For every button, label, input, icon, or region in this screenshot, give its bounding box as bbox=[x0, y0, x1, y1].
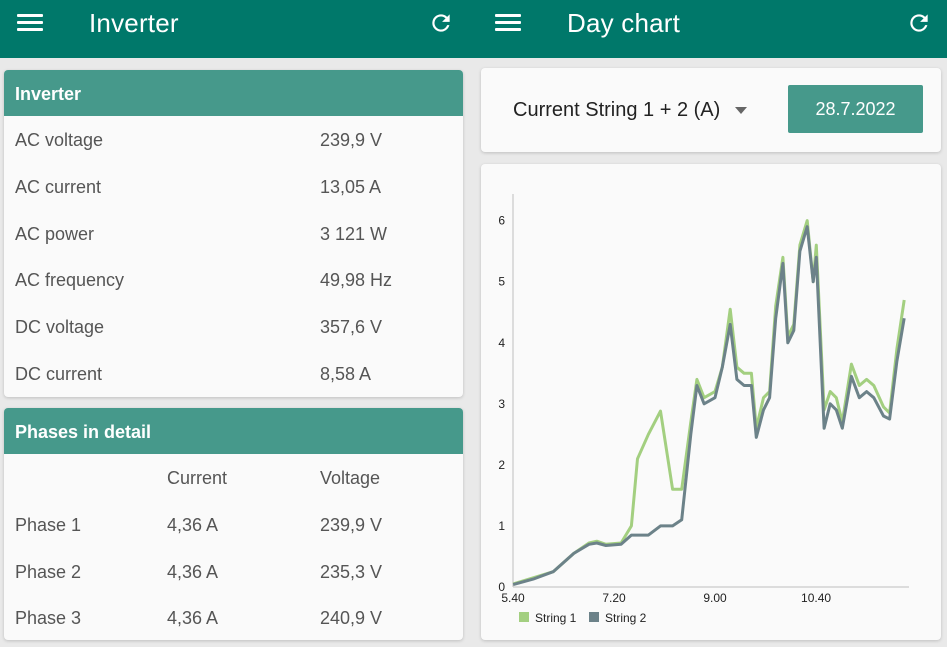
phase-voltage: 240,9 V bbox=[320, 608, 383, 629]
inverter-row: AC frequency 49,98 Hz bbox=[4, 256, 463, 303]
inverter-card: Inverter AC voltage 239,9 V AC current 13,0… bbox=[4, 70, 463, 397]
inverter-row-value: 8,58 A bbox=[320, 363, 372, 384]
inverter-row-label: DC current bbox=[15, 363, 103, 384]
dropdown-arrow-icon[interactable] bbox=[735, 107, 747, 114]
phase-row: Phase 1 4,36 A 239,9 V bbox=[4, 501, 463, 548]
phase-voltage: 235,3 V bbox=[320, 561, 383, 582]
phase-current: 4,36 A bbox=[167, 561, 219, 582]
inverter-row: AC voltage 239,9 V bbox=[4, 116, 463, 163]
app-bar-inverter: Inverter bbox=[0, 0, 471, 58]
phase-row: Phase 2 4,36 A 235,3 V bbox=[4, 548, 463, 595]
x-tick-label: 10.40 bbox=[801, 591, 831, 605]
phase-current: 4,36 A bbox=[167, 514, 219, 535]
inverter-row-value: 49,98 Hz bbox=[320, 270, 393, 291]
phase-voltage: 239,9 V bbox=[320, 514, 383, 535]
phases-card: Phases in detail Current Voltage Phase 1… bbox=[4, 408, 463, 640]
menu-icon[interactable] bbox=[495, 12, 523, 36]
y-tick-label: 2 bbox=[498, 458, 505, 472]
legend-swatch bbox=[519, 612, 529, 622]
y-tick-label: 4 bbox=[498, 336, 505, 350]
day-chart-screen: Day chart Current String 1 + 2 (A) 28.7.… bbox=[471, 0, 947, 647]
page-title: Day chart bbox=[567, 8, 681, 38]
page-title: Inverter bbox=[89, 8, 179, 38]
phase-current: 4,36 A bbox=[167, 608, 219, 629]
phases-column-header: Current Voltage bbox=[4, 454, 463, 501]
legend-label: String 1 bbox=[535, 611, 577, 625]
inverter-row: AC current 13,05 A bbox=[4, 163, 463, 210]
phase-row: Phase 3 4,36 A 240,9 V bbox=[4, 594, 463, 640]
series-line-2 bbox=[512, 225, 906, 587]
y-tick-label: 0 bbox=[498, 580, 505, 594]
date-picker-button[interactable]: 28.7.2022 bbox=[788, 85, 923, 133]
inverter-row-value: 13,05 A bbox=[320, 176, 382, 197]
refresh-icon[interactable] bbox=[428, 10, 454, 36]
phase-name: Phase 3 bbox=[15, 608, 82, 629]
x-tick-label: 5.40 bbox=[501, 591, 525, 605]
y-tick-label: 6 bbox=[498, 214, 505, 228]
inverter-row-label: AC frequency bbox=[15, 270, 125, 291]
inverter-row: DC current 8,58 A bbox=[4, 350, 463, 397]
day-chart: 0 1 2 3 4 5 6 5.40 7.20 9.00 10.40 String 1 String 2 bbox=[498, 194, 909, 625]
inverter-row-value: 239,9 V bbox=[320, 130, 383, 150]
inverter-screen: Inverter Inverter AC voltage 239,9 V AC cu… bbox=[0, 0, 471, 647]
inverter-row-value: 357,6 V bbox=[320, 317, 383, 338]
x-tick-label: 7.20 bbox=[602, 591, 626, 605]
phase-name: Phase 2 bbox=[15, 561, 82, 582]
y-tick-label: 5 bbox=[498, 275, 505, 289]
inverter-row-value: 3 121 W bbox=[320, 223, 388, 244]
column-voltage: Voltage bbox=[320, 468, 381, 488]
x-tick-label: 9.00 bbox=[703, 591, 727, 605]
inverter-row-label: AC power bbox=[15, 223, 95, 244]
y-tick-label: 3 bbox=[498, 397, 505, 411]
chart-card: 0 1 2 3 4 5 6 5.40 7.20 9.00 10.40 String 1 String 2 bbox=[481, 164, 941, 640]
series-selector[interactable]: Current String 1 + 2 (A) bbox=[513, 99, 721, 121]
inverter-card-header: Inverter bbox=[4, 70, 463, 116]
menu-icon[interactable] bbox=[17, 12, 45, 36]
legend-swatch bbox=[589, 612, 599, 622]
chart-controls-card: Current String 1 + 2 (A) 28.7.2022 bbox=[481, 68, 941, 152]
app-bar-day-chart: Day chart bbox=[471, 0, 947, 58]
inverter-row-label: AC voltage bbox=[15, 130, 104, 150]
phases-card-header: Phases in detail bbox=[4, 408, 463, 454]
inverter-row: AC power 3 121 W bbox=[4, 210, 463, 257]
legend-label: String 2 bbox=[605, 611, 647, 625]
inverter-row: DC voltage 357,6 V bbox=[4, 303, 463, 350]
column-current: Current bbox=[167, 468, 228, 488]
y-tick-label: 1 bbox=[498, 519, 505, 533]
inverter-row-label: AC current bbox=[15, 176, 102, 197]
inverter-row-label: DC voltage bbox=[15, 317, 105, 338]
refresh-icon[interactable] bbox=[906, 10, 932, 36]
phase-name: Phase 1 bbox=[15, 514, 82, 535]
